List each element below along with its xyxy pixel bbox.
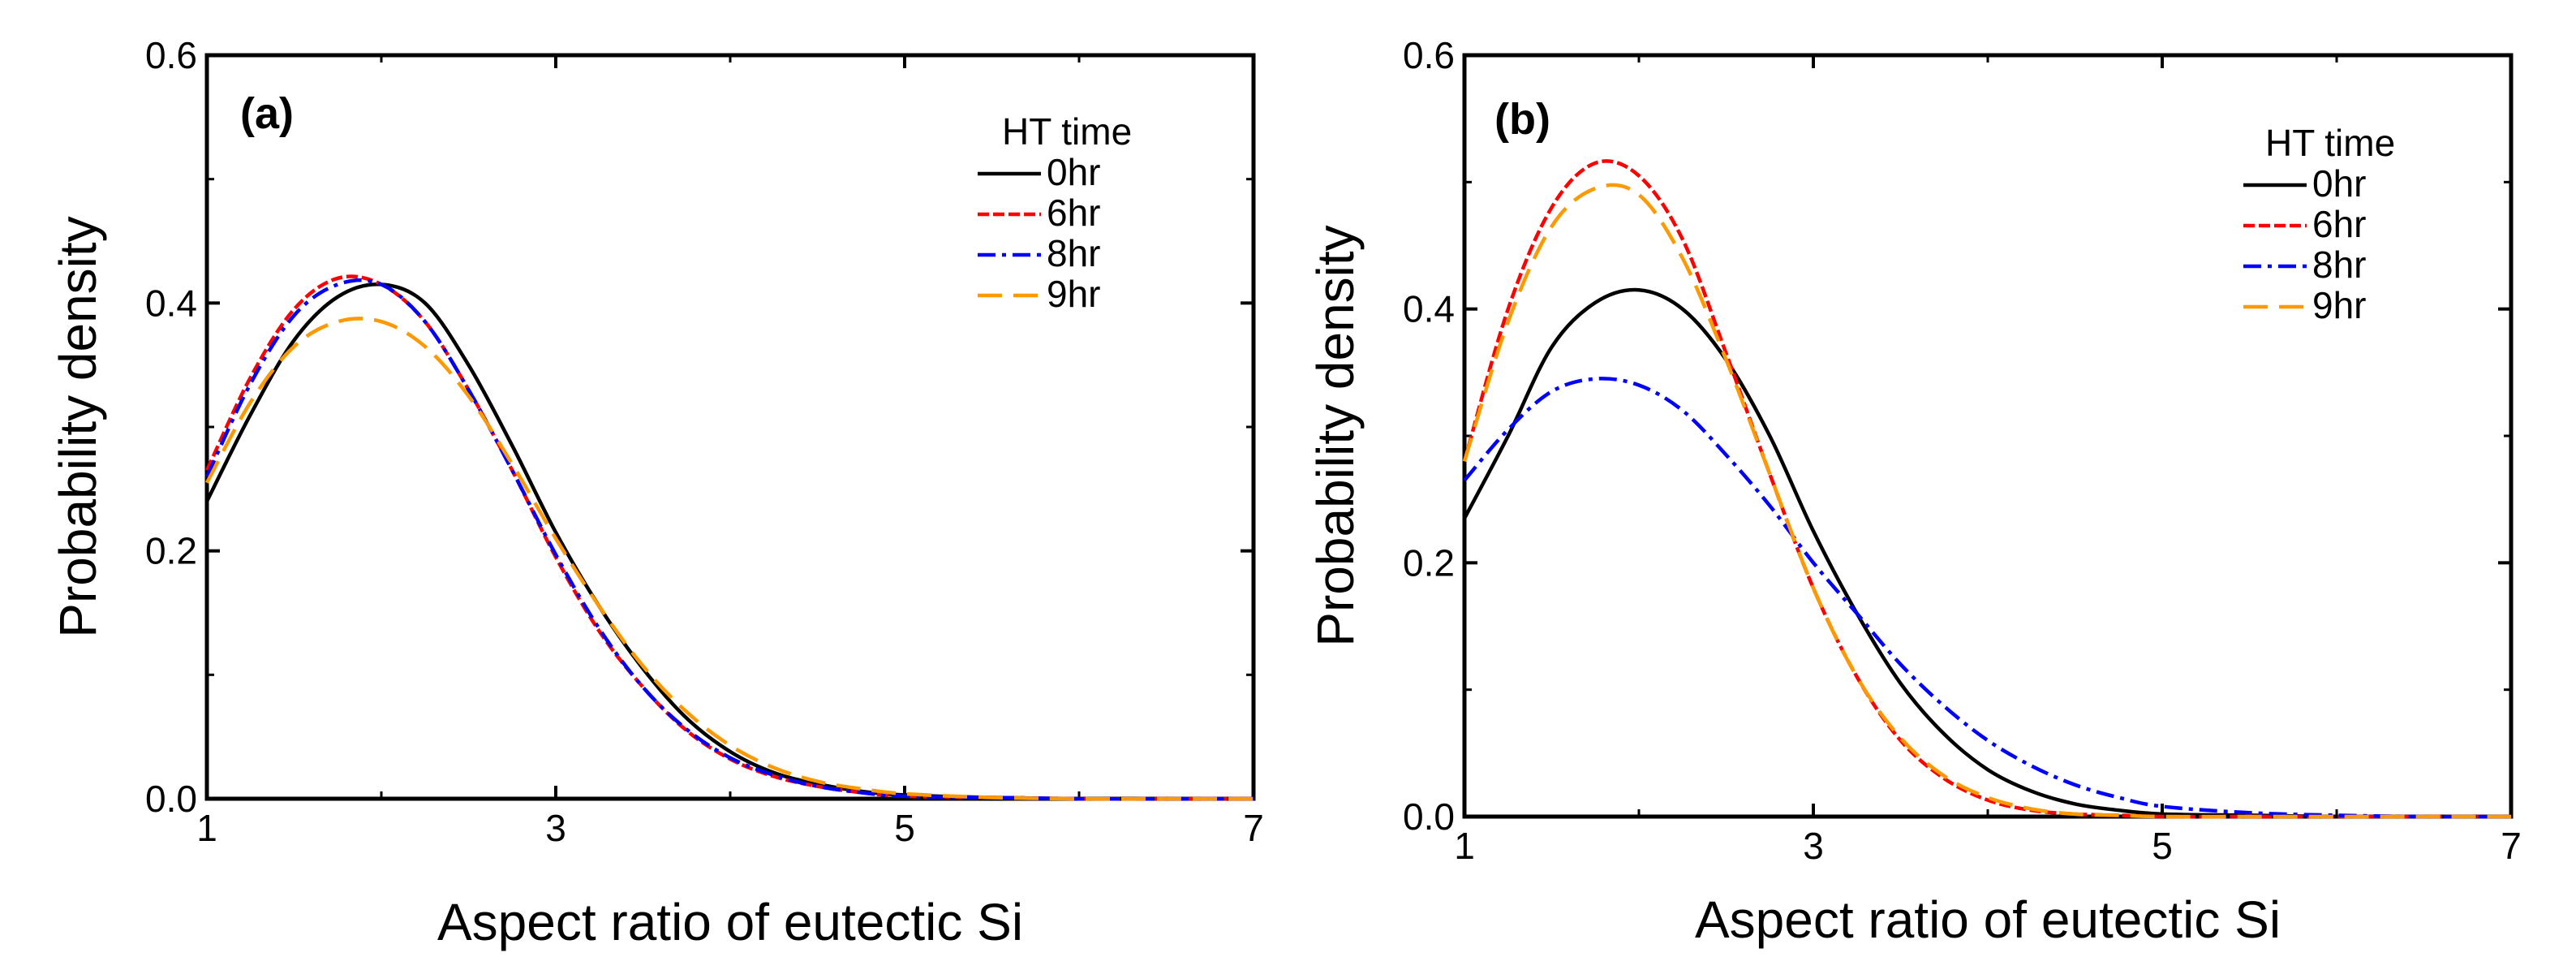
x-tick-label: 5: [2152, 825, 2173, 867]
legend-title: HT time: [1002, 110, 1132, 153]
series-line-9hr: [205, 317, 1254, 801]
x-tick-label: 1: [1454, 825, 1475, 867]
x-tick-label: 1: [196, 807, 217, 849]
legend-title: HT time: [2265, 122, 2395, 164]
legend-label-6hr: 6hr: [1047, 192, 1100, 234]
x-tick-label: 7: [2501, 825, 2522, 867]
y-tick-label: 0.4: [145, 282, 197, 324]
x-axis-title: Aspect ratio of eutectic Si: [437, 893, 1023, 951]
x-axis-title: Aspect ratio of eutectic Si: [1695, 890, 2281, 949]
legend-label-0hr: 0hr: [1047, 151, 1100, 193]
y-tick-label: 0.0: [1403, 795, 1455, 838]
legend-label-8hr: 8hr: [1047, 232, 1100, 274]
x-tick-label: 3: [545, 807, 566, 849]
legend-label-8hr: 8hr: [2312, 244, 2366, 286]
chart-panel-a: 1 3 5 7 0.0 0.2 0.4 0.6 (a) HT time 0hr6hr8hr9h…: [49, 34, 1264, 951]
y-tick-label: 0.2: [145, 530, 197, 572]
chart-panel-b: 1 3 5 7 0.0 0.2 0.4 0.6 (b) HT time 0hr6hr8hr9h…: [1306, 34, 2522, 949]
legend-label-0hr: 0hr: [2312, 162, 2366, 205]
series-line-0hr: [1463, 287, 2511, 819]
legend-label-9hr: 9hr: [1047, 273, 1100, 315]
y-tick-label: 0.6: [1403, 34, 1455, 76]
legend-label-6hr: 6hr: [2312, 203, 2366, 245]
x-tick-label: 7: [1243, 807, 1264, 849]
y-tick-label: 0.4: [1403, 288, 1455, 330]
legend-label-9hr: 9hr: [2312, 284, 2366, 326]
x-tick-label: 3: [1803, 825, 1824, 867]
series-group: [1462, 159, 2512, 819]
y-axis-title: Probability density: [1306, 225, 1365, 646]
y-tick-label: 0.6: [145, 34, 197, 76]
y-axis-title: Probability density: [49, 216, 107, 637]
axis-ticks: 1 3 5 7 0.0 0.2 0.4 0.6: [1403, 34, 2522, 867]
series-line-8hr: [1463, 377, 2512, 819]
series-line-0hr: [204, 282, 1254, 801]
series-line-9hr: [1462, 183, 2511, 819]
panel-label: (a): [240, 89, 294, 138]
series-line-8hr: [204, 278, 1254, 801]
panel-label: (b): [1494, 95, 1550, 144]
series-group: [204, 274, 1254, 801]
x-tick-label: 5: [894, 807, 915, 849]
y-tick-label: 0.2: [1403, 541, 1455, 584]
series-line-6hr: [204, 274, 1254, 801]
y-tick-label: 0.0: [145, 778, 197, 820]
axis-ticks: 1 3 5 7 0.0 0.2 0.4 0.6: [145, 34, 1264, 849]
